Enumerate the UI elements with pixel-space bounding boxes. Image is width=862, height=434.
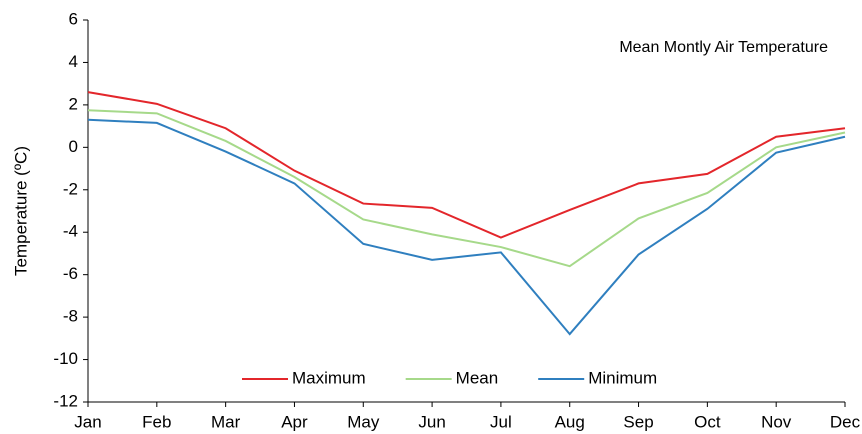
series-line xyxy=(87,118,846,336)
x-tick-label: Oct xyxy=(694,412,721,431)
y-tick-label: -4 xyxy=(63,222,78,241)
legend-label: Mean xyxy=(456,368,499,387)
legend-label: Minimum xyxy=(588,368,657,387)
legend-label: Maximum xyxy=(292,368,366,387)
chart-title: Mean Montly Air Temperature xyxy=(619,39,828,56)
x-tick-label: Aug xyxy=(555,412,585,431)
x-tick-label: Feb xyxy=(142,412,171,431)
y-tick-label: -10 xyxy=(53,349,78,368)
x-tick-label: Jun xyxy=(418,412,445,431)
x-tick-label: May xyxy=(347,412,380,431)
y-tick-label: -8 xyxy=(63,307,78,326)
x-tick-label: Dec xyxy=(830,412,861,431)
y-axis-label: Temperature (ºC) xyxy=(11,146,30,276)
x-tick-label: Mar xyxy=(211,412,241,431)
y-tick-label: -2 xyxy=(63,179,78,198)
y-tick-label: -12 xyxy=(53,391,78,410)
x-tick-label: Jan xyxy=(74,412,101,431)
y-tick-label: 0 xyxy=(69,137,78,156)
y-tick-label: -6 xyxy=(63,264,78,283)
y-tick-label: 4 xyxy=(69,52,78,71)
x-tick-label: Jul xyxy=(490,412,512,431)
y-tick-label: 6 xyxy=(69,9,78,28)
y-tick-label: 2 xyxy=(69,94,78,113)
x-tick-label: Apr xyxy=(281,412,308,431)
x-tick-label: Nov xyxy=(761,412,792,431)
series-line xyxy=(87,91,846,239)
x-tick-label: Sep xyxy=(623,412,653,431)
series-line xyxy=(87,109,846,268)
